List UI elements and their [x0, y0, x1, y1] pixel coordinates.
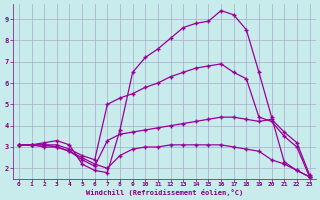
X-axis label: Windchill (Refroidissement éolien,°C): Windchill (Refroidissement éolien,°C)	[85, 189, 243, 196]
